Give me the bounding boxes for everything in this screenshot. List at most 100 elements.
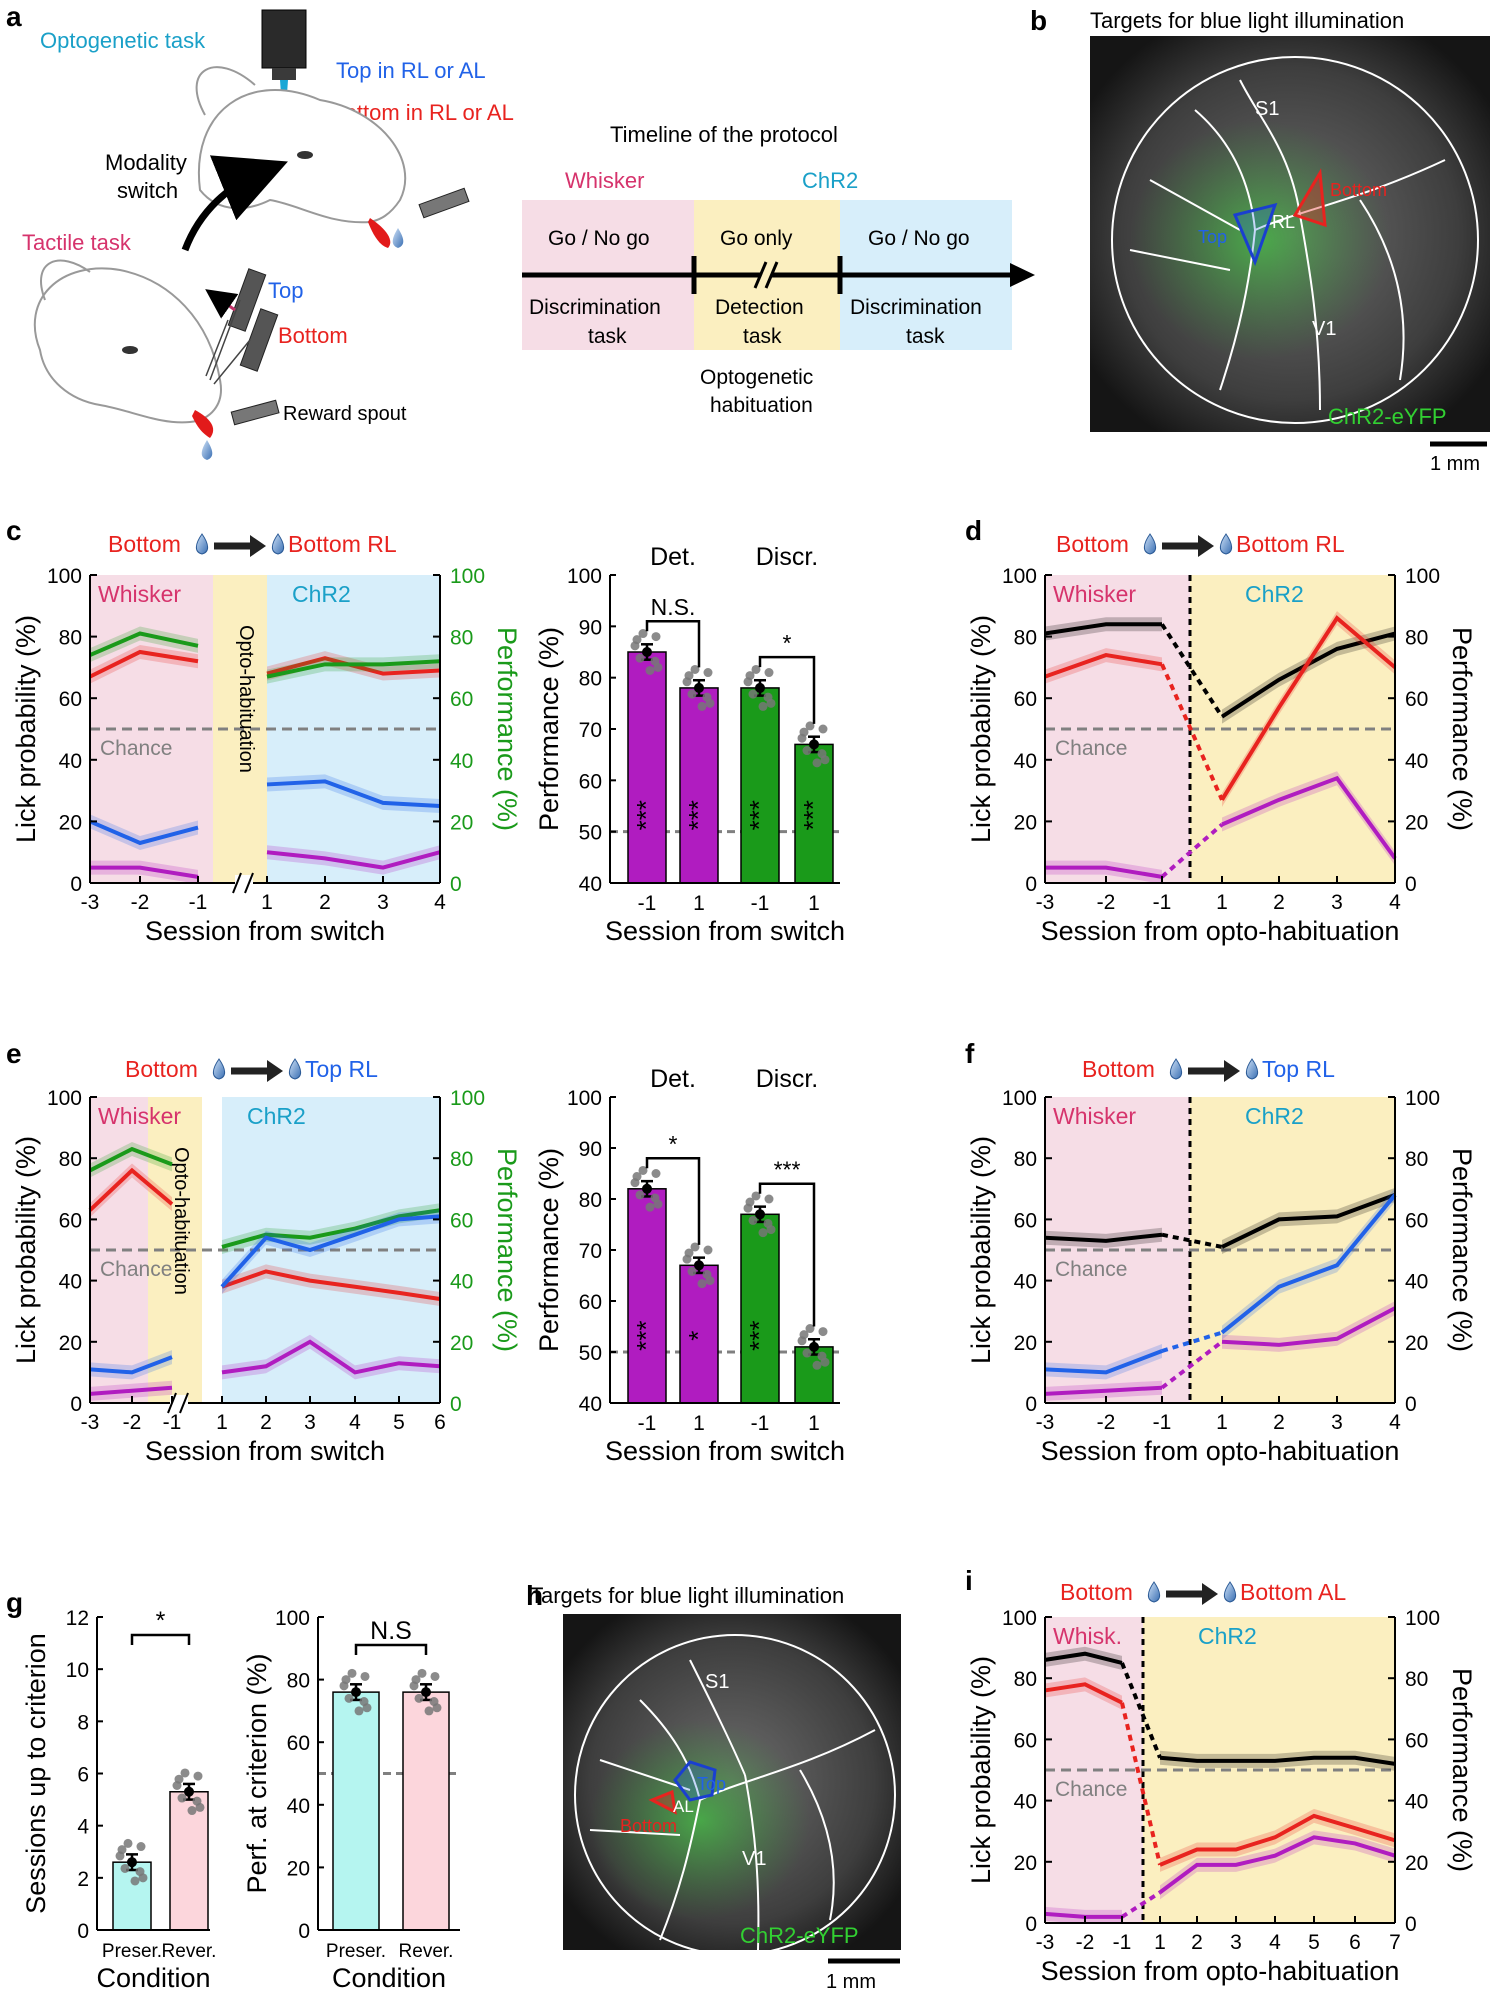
y2-tick-label: 80 (1405, 1668, 1428, 1691)
series-line-pre (1045, 865, 1163, 879)
chr2-label: ChR2 (292, 581, 351, 607)
x-tick-label: 1 (216, 1411, 228, 1434)
data-point (764, 668, 774, 678)
mean-dot (642, 647, 652, 657)
data-point (347, 1668, 357, 1678)
title-drop-1 (1147, 1581, 1161, 1603)
timeline-chr2: ChR2 (802, 168, 858, 193)
switch-arrow (181, 155, 288, 252)
series-line-post (266, 779, 441, 808)
series-band-post (1222, 1187, 1395, 1254)
y-tick-label: 4 (77, 1816, 89, 1839)
upper-mouse-ear (195, 66, 256, 116)
data-point (812, 758, 822, 768)
y2-tick-label: 40 (450, 750, 473, 773)
disc-2a: Discrimination (850, 296, 982, 319)
y-tick-label: 100 (567, 565, 602, 588)
series-band-pre (90, 626, 198, 663)
series-line-pre (88, 1167, 174, 1212)
chr2-label: ChR2 (247, 1103, 306, 1129)
x-tick-label: Rever. (162, 1941, 217, 1962)
x-axis-label: Session from switch (605, 916, 845, 946)
x-axis-label: Session from opto-habituation (1041, 1956, 1400, 1986)
y-tick-label: 2 (77, 1868, 89, 1891)
y2-tick-label: 80 (1405, 1148, 1428, 1171)
bar (402, 1691, 450, 1931)
chart-c-bar: *** -1 *** 1 *** -1 *** 1 40 50 60 70 80 90 100 Session… (534, 543, 845, 946)
y-tick-label: 50 (579, 1342, 602, 1365)
timeline-whisker: Whisker (565, 168, 644, 193)
series-band-pre (1045, 648, 1162, 684)
scale-label-h: 1 mm (826, 1971, 876, 1993)
mean-dot (694, 1260, 704, 1271)
title-left: Bottom (1060, 1579, 1133, 1605)
x-tick-label: 7 (1389, 1931, 1401, 1954)
x-tick-label: 4 (434, 891, 446, 914)
panel-letter-b: b (1030, 5, 1047, 36)
x-tick-label: -2 (1076, 1931, 1095, 1954)
data-point (409, 1681, 419, 1691)
y-tick-label: 70 (579, 1240, 602, 1263)
y-tick-label: 40 (579, 1393, 602, 1416)
lower-drop (201, 440, 213, 460)
timeline-arrowhead (1010, 263, 1035, 287)
x-tick-label: -2 (1097, 1411, 1116, 1434)
x-tick-label: 3 (1331, 891, 1343, 914)
x-tick-label: -2 (1097, 891, 1116, 914)
series-band-pre (90, 814, 198, 850)
objective-tip (272, 68, 296, 80)
title-right: Top RL (305, 1056, 378, 1082)
series-line-pre (89, 649, 199, 679)
series-line-pre (1044, 1682, 1123, 1705)
data-point (818, 724, 828, 734)
data-point (818, 1327, 828, 1337)
x-axis-label: Session from switch (145, 1436, 385, 1466)
series-line-bridge (1160, 1340, 1224, 1390)
x-tick-label: 1 (1216, 1411, 1228, 1434)
data-point (195, 1802, 205, 1812)
x-tick-label: -3 (81, 1411, 100, 1434)
x-tick-label: 4 (349, 1411, 361, 1434)
data-point (638, 629, 648, 639)
data-point (766, 698, 776, 708)
mean-dot (184, 1786, 194, 1797)
x-tick-label: -3 (1036, 1931, 1055, 1954)
series-line-post (221, 1339, 441, 1375)
bottom-target-b (1292, 168, 1327, 228)
x-axis-label: Session from opto-habituation (1041, 916, 1400, 946)
y-tick-label: 80 (1014, 627, 1037, 650)
y-tick-label: 90 (579, 1138, 602, 1161)
x-tick-label: 4 (1269, 1931, 1281, 1954)
comparison-bracket (758, 1182, 816, 1327)
y-axis-label: Perf. at criterion (%) (242, 1653, 272, 1893)
y2-tick-label: 60 (1405, 688, 1428, 711)
x-tick-label: 6 (434, 1411, 446, 1434)
x-tick-label: 1 (693, 892, 705, 915)
top-target-b (1232, 202, 1278, 267)
data-point (638, 1165, 648, 1175)
y2-tick-label: 0 (1405, 1393, 1417, 1416)
x-tick-label: 2 (1273, 891, 1285, 914)
y-tick-label: 8 (77, 1711, 89, 1734)
series-line-pre (90, 865, 199, 879)
comparison-label: *** (774, 1157, 801, 1183)
chance-label: Chance (1055, 1778, 1127, 1801)
x-tick-label: 5 (393, 1411, 405, 1434)
series-line-pre (89, 1355, 173, 1375)
top-in-label: Top in RL or AL (336, 58, 486, 83)
chance-label: Chance (1055, 737, 1127, 760)
bar (740, 687, 780, 884)
y-tick-label: 100 (47, 565, 82, 588)
y2-tick-label: 80 (450, 1148, 473, 1171)
y2-tick-label: 20 (1405, 811, 1428, 834)
y2-axis-label: Performance (%) (1447, 627, 1477, 831)
y2-tick-label: 80 (1405, 627, 1428, 650)
axis-break-mark (179, 1392, 189, 1414)
y-tick-label: 40 (1014, 1791, 1037, 1814)
data-point (177, 1793, 187, 1803)
series-line-post (266, 659, 441, 679)
panel-letter: i (965, 1565, 973, 1596)
data-point (417, 1668, 427, 1678)
title-drop-2 (1245, 1058, 1259, 1080)
y-tick-label: 100 (567, 1087, 602, 1110)
